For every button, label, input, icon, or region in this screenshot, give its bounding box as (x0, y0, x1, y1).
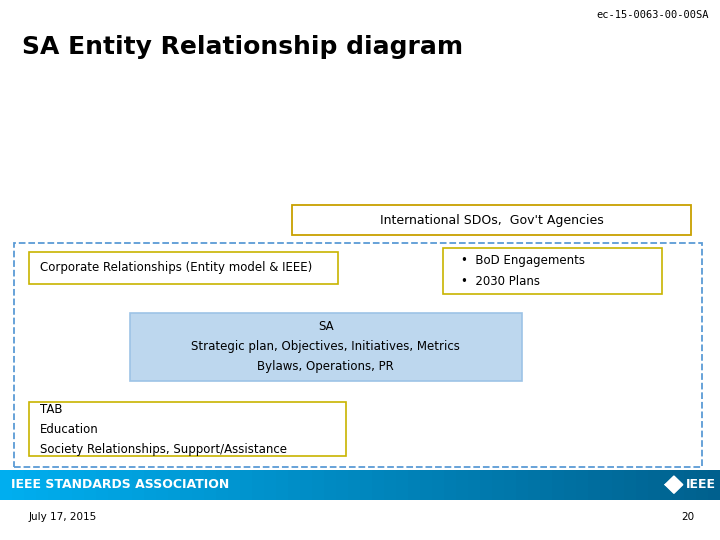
Bar (444, 470, 457, 500)
Bar (192, 470, 205, 500)
Bar (216, 470, 230, 500)
FancyBboxPatch shape (443, 248, 662, 294)
Bar (324, 470, 338, 500)
Polygon shape (665, 476, 683, 493)
Bar (168, 470, 181, 500)
Bar (24, 470, 37, 500)
Bar (552, 470, 565, 500)
Bar (672, 470, 685, 500)
Text: ec-15-0063-00-00SA: ec-15-0063-00-00SA (597, 10, 709, 20)
Text: IEEE STANDARDS ASSOCIATION: IEEE STANDARDS ASSOCIATION (11, 478, 229, 491)
Bar (432, 470, 446, 500)
Bar (204, 470, 217, 500)
Bar (312, 470, 325, 500)
Bar (600, 470, 613, 500)
Bar (348, 470, 361, 500)
Bar (300, 470, 313, 500)
Bar (228, 470, 241, 500)
Text: International SDOs,  Gov't Agencies: International SDOs, Gov't Agencies (379, 213, 603, 227)
Bar (84, 470, 97, 500)
Text: TAB
Education
Society Relationships, Support/Assistance: TAB Education Society Relationships, Sup… (40, 403, 287, 456)
Bar (636, 470, 649, 500)
Text: 20: 20 (682, 512, 695, 522)
Bar (492, 470, 505, 500)
Bar (180, 470, 194, 500)
FancyBboxPatch shape (29, 402, 346, 456)
Text: •  BoD Engagements
•  2030 Plans: • BoD Engagements • 2030 Plans (461, 254, 585, 288)
Text: SA Entity Relationship diagram: SA Entity Relationship diagram (22, 35, 463, 59)
Bar (144, 470, 158, 500)
Bar (0, 470, 14, 500)
Bar (528, 470, 541, 500)
Bar (60, 470, 73, 500)
Bar (48, 470, 61, 500)
Text: IEEE: IEEE (685, 478, 716, 491)
Bar (696, 470, 709, 500)
Bar (12, 470, 25, 500)
Bar (276, 470, 289, 500)
Bar (120, 470, 133, 500)
Bar (288, 470, 302, 500)
Bar (420, 470, 433, 500)
Bar (156, 470, 169, 500)
Bar (132, 470, 145, 500)
Bar (396, 470, 410, 500)
Bar (660, 470, 673, 500)
Bar (540, 470, 554, 500)
Bar (384, 470, 397, 500)
Bar (564, 470, 577, 500)
Bar (588, 470, 601, 500)
Bar (480, 470, 493, 500)
Bar (624, 470, 637, 500)
Bar (468, 470, 482, 500)
Text: Corporate Relationships (Entity model & IEEE): Corporate Relationships (Entity model & … (40, 261, 312, 274)
Bar (516, 470, 529, 500)
Bar (456, 470, 469, 500)
Bar (252, 470, 266, 500)
Bar (648, 470, 662, 500)
FancyBboxPatch shape (29, 252, 338, 284)
Bar (72, 470, 86, 500)
Bar (708, 470, 720, 500)
FancyBboxPatch shape (130, 313, 522, 381)
Bar (36, 470, 50, 500)
Bar (336, 470, 349, 500)
Text: SA
Strategic plan, Objectives, Initiatives, Metrics
Bylaws, Operations, PR: SA Strategic plan, Objectives, Initiativ… (192, 320, 460, 374)
Bar (108, 470, 122, 500)
Bar (240, 470, 253, 500)
Bar (372, 470, 385, 500)
Bar (684, 470, 698, 500)
Bar (576, 470, 590, 500)
Bar (264, 470, 277, 500)
Text: July 17, 2015: July 17, 2015 (29, 512, 97, 522)
Bar (612, 470, 626, 500)
Bar (408, 470, 421, 500)
Bar (360, 470, 374, 500)
FancyBboxPatch shape (292, 205, 691, 235)
Bar (96, 470, 109, 500)
Bar (504, 470, 518, 500)
